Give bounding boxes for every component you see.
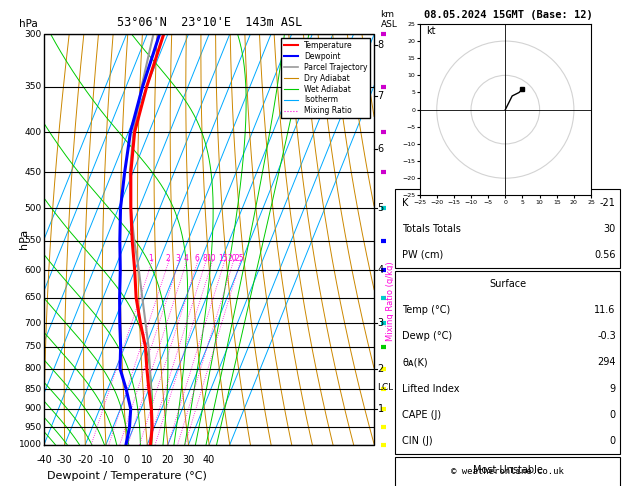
- Text: Temp (°C): Temp (°C): [403, 305, 450, 315]
- Text: Dewpoint / Temperature (°C): Dewpoint / Temperature (°C): [47, 471, 206, 482]
- Text: Lifted Index: Lifted Index: [403, 383, 460, 394]
- Text: 600: 600: [25, 266, 42, 275]
- Text: Most Unstable: Most Unstable: [473, 465, 543, 475]
- Text: 850: 850: [25, 385, 42, 394]
- Text: -30: -30: [57, 455, 72, 465]
- Bar: [396, 271, 620, 454]
- Text: -10: -10: [98, 455, 114, 465]
- Text: Mixing Ratio (g/kg): Mixing Ratio (g/kg): [386, 261, 395, 341]
- Text: 30: 30: [182, 455, 194, 465]
- Text: 650: 650: [25, 293, 42, 302]
- Text: 6: 6: [194, 254, 199, 262]
- Text: 5: 5: [377, 203, 384, 213]
- Text: 4: 4: [377, 265, 384, 276]
- Text: 294: 294: [598, 357, 616, 367]
- Text: 550: 550: [25, 236, 42, 245]
- Text: -40: -40: [36, 455, 52, 465]
- Text: 20: 20: [162, 455, 174, 465]
- Text: 800: 800: [25, 364, 42, 373]
- Text: CAPE (J): CAPE (J): [403, 410, 442, 420]
- Bar: [396, 457, 620, 486]
- Text: 0: 0: [123, 455, 130, 465]
- Bar: [396, 190, 620, 268]
- Text: 8: 8: [377, 40, 384, 50]
- Text: 4: 4: [183, 254, 188, 262]
- Text: 10: 10: [206, 254, 216, 262]
- Text: Dewp (°C): Dewp (°C): [403, 331, 452, 341]
- Text: 8: 8: [203, 254, 207, 262]
- Text: 11.6: 11.6: [594, 305, 616, 315]
- Text: 10: 10: [141, 455, 153, 465]
- Text: 1: 1: [148, 254, 153, 262]
- Text: -0.3: -0.3: [597, 331, 616, 341]
- Text: 9: 9: [610, 383, 616, 394]
- Text: hPa: hPa: [19, 19, 38, 29]
- Text: © weatheronline.co.uk: © weatheronline.co.uk: [452, 468, 564, 476]
- Text: Totals Totals: Totals Totals: [403, 224, 461, 234]
- Text: 7: 7: [377, 91, 384, 101]
- Text: PW (cm): PW (cm): [403, 250, 443, 260]
- Text: 6: 6: [377, 144, 384, 154]
- Text: 0.56: 0.56: [594, 250, 616, 260]
- Text: 350: 350: [25, 82, 42, 91]
- Text: θᴀ(K): θᴀ(K): [403, 357, 428, 367]
- Text: 30: 30: [604, 224, 616, 234]
- Text: 750: 750: [25, 342, 42, 351]
- Text: -20: -20: [77, 455, 93, 465]
- Text: 25: 25: [235, 254, 244, 262]
- Text: 900: 900: [25, 404, 42, 413]
- Text: K: K: [403, 197, 409, 208]
- Legend: Temperature, Dewpoint, Parcel Trajectory, Dry Adiabat, Wet Adiabat, Isotherm, Mi: Temperature, Dewpoint, Parcel Trajectory…: [281, 38, 370, 119]
- Text: 0: 0: [610, 410, 616, 420]
- Text: 2: 2: [165, 254, 170, 262]
- Text: 450: 450: [25, 168, 42, 177]
- Text: Surface: Surface: [489, 279, 526, 289]
- Text: 53°06'N  23°10'E  143m ASL: 53°06'N 23°10'E 143m ASL: [116, 16, 302, 29]
- Text: 08.05.2024 15GMT (Base: 12): 08.05.2024 15GMT (Base: 12): [423, 10, 593, 19]
- Text: 3: 3: [175, 254, 181, 262]
- Text: -21: -21: [600, 197, 616, 208]
- Text: 950: 950: [25, 423, 42, 432]
- Text: 500: 500: [25, 204, 42, 213]
- Text: 1000: 1000: [18, 440, 42, 449]
- Text: 2: 2: [377, 364, 384, 374]
- Text: 400: 400: [25, 128, 42, 137]
- Text: 3: 3: [377, 318, 384, 328]
- Text: km
ASL: km ASL: [381, 11, 398, 29]
- Text: 40: 40: [203, 455, 215, 465]
- Text: 20: 20: [228, 254, 237, 262]
- Text: kt: kt: [426, 26, 436, 36]
- Text: LCL: LCL: [377, 383, 394, 392]
- Text: 700: 700: [25, 318, 42, 328]
- Text: CIN (J): CIN (J): [403, 436, 433, 446]
- Text: 15: 15: [219, 254, 228, 262]
- Text: hPa: hPa: [19, 229, 29, 249]
- Text: 1: 1: [377, 404, 384, 414]
- Text: 300: 300: [25, 30, 42, 38]
- Text: 0: 0: [610, 436, 616, 446]
